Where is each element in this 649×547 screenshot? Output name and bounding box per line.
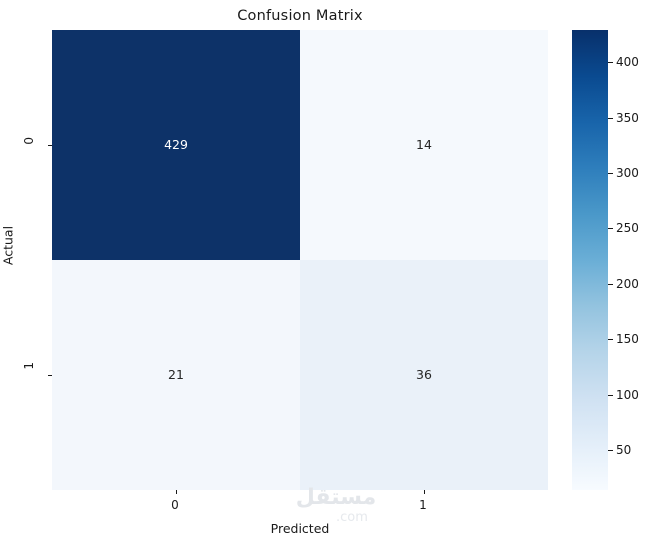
colorbar-tick-label: 250 bbox=[616, 221, 639, 236]
y-axis-tick-mark bbox=[48, 145, 52, 146]
watermark-arabic-text: مستقل bbox=[295, 485, 377, 510]
colorbar-tick-label: 150 bbox=[616, 332, 639, 347]
chart-title: Confusion Matrix bbox=[237, 8, 363, 24]
y-axis-title: Actual bbox=[0, 225, 16, 266]
y-axis-tick-label-1: 1 bbox=[22, 362, 36, 370]
colorbar-tick-label: 200 bbox=[616, 276, 639, 291]
colorbar-tick-mark bbox=[608, 228, 613, 230]
heatmap-plot-area: 429 14 21 36 bbox=[52, 30, 548, 490]
heatmap-cell-1-1: 36 bbox=[300, 260, 548, 490]
heatmap-cell-0-1: 14 bbox=[300, 30, 548, 260]
colorbar-gradient bbox=[572, 30, 608, 490]
x-axis-tick-mark bbox=[424, 490, 425, 494]
colorbar-tick-mark bbox=[608, 62, 613, 64]
colorbar-tick-label: 100 bbox=[616, 387, 639, 402]
colorbar: 50 100 150 200 250 300 350 400 bbox=[572, 30, 639, 490]
x-axis-tick-label-1: 1 bbox=[419, 498, 427, 512]
heatmap-cell-value: 429 bbox=[164, 136, 188, 152]
heatmap-cell-value: 21 bbox=[168, 366, 184, 382]
colorbar-tick-mark bbox=[608, 173, 613, 174]
y-axis-tick-label-0: 0 bbox=[22, 137, 36, 145]
heatmap-cell-1-0: 21 bbox=[52, 260, 300, 490]
watermark: مستقل .com bbox=[276, 485, 396, 525]
colorbar-tick-mark bbox=[608, 450, 613, 452]
x-axis-tick-label-0: 0 bbox=[171, 498, 179, 512]
colorbar-tick-mark bbox=[608, 283, 613, 285]
colorbar-tick-label: 50 bbox=[616, 443, 632, 458]
colorbar-tick-mark bbox=[608, 117, 613, 119]
y-axis-tick-mark bbox=[48, 375, 52, 376]
x-axis-title: Predicted bbox=[270, 521, 330, 536]
colorbar-tick-mark bbox=[608, 394, 613, 396]
colorbar-tick-label: 300 bbox=[616, 166, 639, 180]
colorbar-tick-label: 400 bbox=[616, 55, 639, 70]
x-axis-tick-mark bbox=[176, 490, 177, 494]
colorbar-tick-label: 350 bbox=[616, 110, 639, 125]
heatmap-cell-0-0: 429 bbox=[52, 30, 300, 260]
heatmap-cell-value: 14 bbox=[416, 136, 432, 152]
colorbar-tick-mark bbox=[608, 339, 613, 341]
heatmap-cell-value: 36 bbox=[416, 366, 432, 382]
